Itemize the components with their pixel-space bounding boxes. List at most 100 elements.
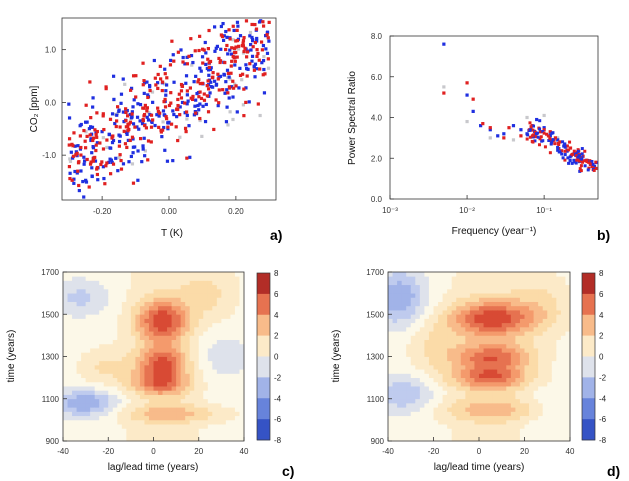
panel-c-cell bbox=[139, 436, 145, 442]
panel-c-cell bbox=[135, 343, 141, 349]
panel-c-cell bbox=[85, 381, 91, 387]
panel-a-point bbox=[209, 66, 213, 70]
panel-c-cell bbox=[185, 276, 191, 281]
panel-c-cell bbox=[148, 436, 154, 442]
panel-c-cell bbox=[72, 348, 77, 353]
panel-d-cell bbox=[447, 390, 453, 395]
panel-a-point bbox=[261, 73, 265, 77]
panel-d-cell bbox=[415, 424, 421, 429]
panel-d-cell bbox=[551, 331, 557, 336]
panel-c-cell bbox=[103, 301, 109, 307]
panel-d-cell bbox=[479, 331, 484, 336]
panel-c-cell bbox=[117, 276, 123, 281]
panel-d-cell bbox=[474, 424, 480, 429]
panel-d-cell bbox=[397, 343, 403, 349]
panel-c-cell bbox=[99, 360, 105, 366]
panel-c-cell bbox=[121, 402, 127, 408]
panel-c-cell bbox=[121, 381, 127, 387]
panel-d-cell bbox=[547, 436, 553, 442]
panel-a-point bbox=[100, 130, 104, 134]
panel-c-cell bbox=[67, 314, 73, 319]
panel-c-cell bbox=[230, 364, 236, 370]
panel-c-cell bbox=[67, 326, 73, 332]
panel-c-cell bbox=[63, 322, 68, 328]
panel-d-cell bbox=[510, 310, 516, 315]
panel-d-cell bbox=[565, 326, 571, 332]
panel-c-cell bbox=[212, 373, 218, 379]
panel-c-cell bbox=[85, 310, 91, 315]
panel-c-cell bbox=[171, 326, 177, 332]
panel-d-cell bbox=[524, 373, 530, 379]
panel-c-cell bbox=[158, 398, 163, 404]
panel-d-cell bbox=[469, 432, 475, 438]
panel-c-cell bbox=[63, 284, 68, 290]
panel-d-cell bbox=[551, 318, 557, 324]
panel-d-colorbar-label: 4 bbox=[599, 311, 604, 320]
panel-a-point bbox=[71, 154, 76, 158]
panel-d-cell bbox=[397, 297, 403, 302]
panel-d-cell bbox=[551, 326, 557, 332]
panel-d-cell bbox=[519, 424, 525, 429]
panel-d-cell bbox=[424, 424, 430, 429]
panel-d-cell bbox=[519, 415, 525, 421]
panel-d-cell bbox=[392, 386, 398, 391]
panel-c-cell bbox=[76, 331, 82, 336]
panel-d-cell bbox=[501, 297, 507, 302]
panel-c-cell bbox=[189, 335, 195, 340]
panel-d-cell bbox=[556, 272, 562, 277]
panel-a-point bbox=[169, 58, 173, 63]
panel-c-cell bbox=[135, 398, 141, 404]
panel-c-cell bbox=[239, 280, 245, 286]
panel-a-point bbox=[224, 80, 228, 84]
panel-a-point bbox=[115, 111, 120, 116]
panel-c-cell bbox=[225, 428, 231, 433]
panel-c-cell bbox=[158, 326, 163, 332]
panel-c-cell bbox=[126, 373, 132, 379]
panel-a-point bbox=[244, 100, 248, 104]
panel-c-cell bbox=[176, 381, 182, 387]
panel-c-cell bbox=[230, 381, 236, 387]
panel-a-point bbox=[228, 37, 232, 41]
panel-c-cell bbox=[167, 402, 172, 408]
panel-d-cell bbox=[392, 377, 398, 383]
panel-d-cell bbox=[556, 343, 562, 349]
panel-d-cell bbox=[524, 326, 530, 332]
panel-d-cell bbox=[501, 284, 507, 290]
panel-a-point bbox=[176, 103, 180, 108]
panel-a-point bbox=[145, 109, 149, 113]
panel-a-point bbox=[143, 123, 147, 128]
panel-c-cell bbox=[162, 390, 168, 395]
panel-c-cell bbox=[99, 377, 105, 383]
panel-a-point bbox=[145, 80, 149, 84]
panel-c-cell bbox=[121, 331, 127, 336]
panel-c-cell bbox=[239, 432, 245, 438]
panel-d-cell bbox=[551, 432, 557, 438]
panel-c-cell bbox=[148, 301, 154, 307]
panel-c-cell bbox=[167, 343, 172, 349]
panel-a-point bbox=[124, 107, 128, 111]
panel-c-cell bbox=[167, 326, 172, 332]
panel-d-cell bbox=[433, 398, 439, 404]
panel-c-cell bbox=[63, 436, 68, 442]
panel-c-cell bbox=[94, 326, 100, 332]
panel-c-cell bbox=[139, 419, 145, 425]
panel-d-cell bbox=[419, 386, 425, 391]
panel-d-cell bbox=[501, 322, 507, 328]
panel-d-cell bbox=[442, 314, 448, 319]
panel-d-cell bbox=[497, 301, 503, 307]
panel-d-cell bbox=[397, 386, 403, 391]
panel-a-point bbox=[111, 138, 116, 143]
panel-c-cell bbox=[225, 280, 231, 286]
panel-c-cell bbox=[121, 272, 127, 277]
panel-a-point bbox=[165, 76, 169, 80]
panel-d-cell bbox=[465, 390, 471, 395]
panel-d-cell bbox=[492, 293, 498, 298]
panel-d-cell bbox=[388, 310, 393, 315]
panel-a-point bbox=[225, 43, 229, 48]
panel-b-point bbox=[541, 139, 545, 143]
panel-c-cell bbox=[103, 339, 109, 345]
panel-c-cell bbox=[130, 386, 136, 391]
panel-c-colorbar-segment bbox=[257, 356, 270, 378]
panel-d-cell bbox=[488, 386, 494, 391]
panel-d-cell bbox=[501, 386, 507, 391]
